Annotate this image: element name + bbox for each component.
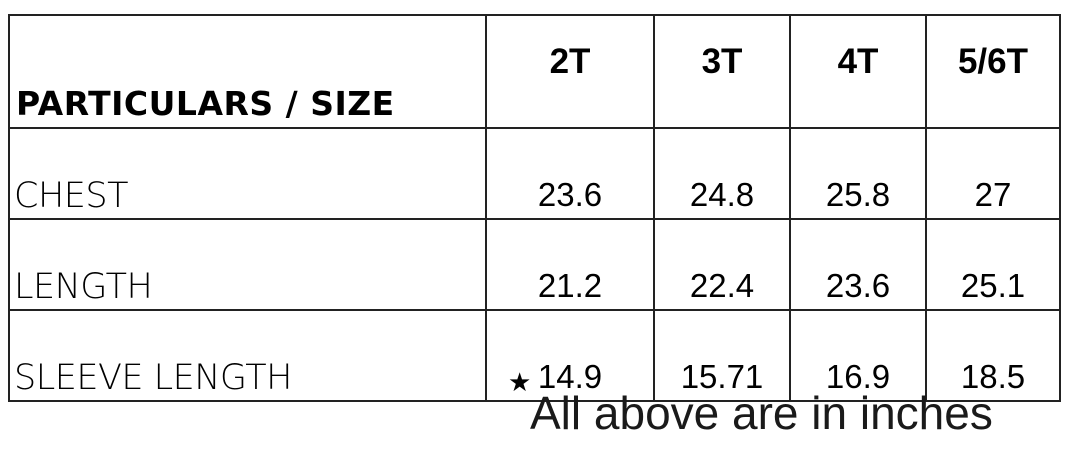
table-row: LENGTH 21.2 22.4 23.6 25.1	[8, 218, 1061, 311]
cell-value: 24.8	[653, 127, 791, 220]
cell-value: 21.2	[485, 218, 655, 311]
cell-value: 23.6	[789, 218, 927, 311]
size-header: 5/6T	[925, 14, 1061, 129]
table-row: CHEST 23.6 24.8 25.8 27	[8, 127, 1061, 220]
cell-value: 23.6	[485, 127, 655, 220]
row-label: SLEEVE LENGTH	[8, 309, 487, 402]
table-row: SLEEVE LENGTH 14.9 15.71 16.9 18.5	[8, 309, 1061, 402]
size-header: 3T	[653, 14, 791, 129]
cell-value: 25.8	[789, 127, 927, 220]
size-header: 4T	[789, 14, 927, 129]
cell-value: 25.1	[925, 218, 1061, 311]
size-header: 2T	[485, 14, 655, 129]
size-chart-table: PARTICULARS / SIZE 2T 3T 4T 5/6T CHEST 2…	[8, 14, 1061, 402]
row-label: LENGTH	[8, 218, 487, 311]
cell-value: 14.9	[485, 309, 655, 402]
cell-value: 27	[925, 127, 1061, 220]
row-label: CHEST	[8, 127, 487, 220]
cell-value: 16.9	[789, 309, 927, 402]
header-label: PARTICULARS / SIZE	[8, 14, 487, 129]
cell-value: 15.71	[653, 309, 791, 402]
header-row: PARTICULARS / SIZE 2T 3T 4T 5/6T	[8, 14, 1061, 129]
star-icon: ★	[508, 368, 532, 398]
cell-value: 18.5	[925, 309, 1061, 402]
footnote-text: All above are in inches	[530, 387, 993, 439]
cell-value: 22.4	[653, 218, 791, 311]
